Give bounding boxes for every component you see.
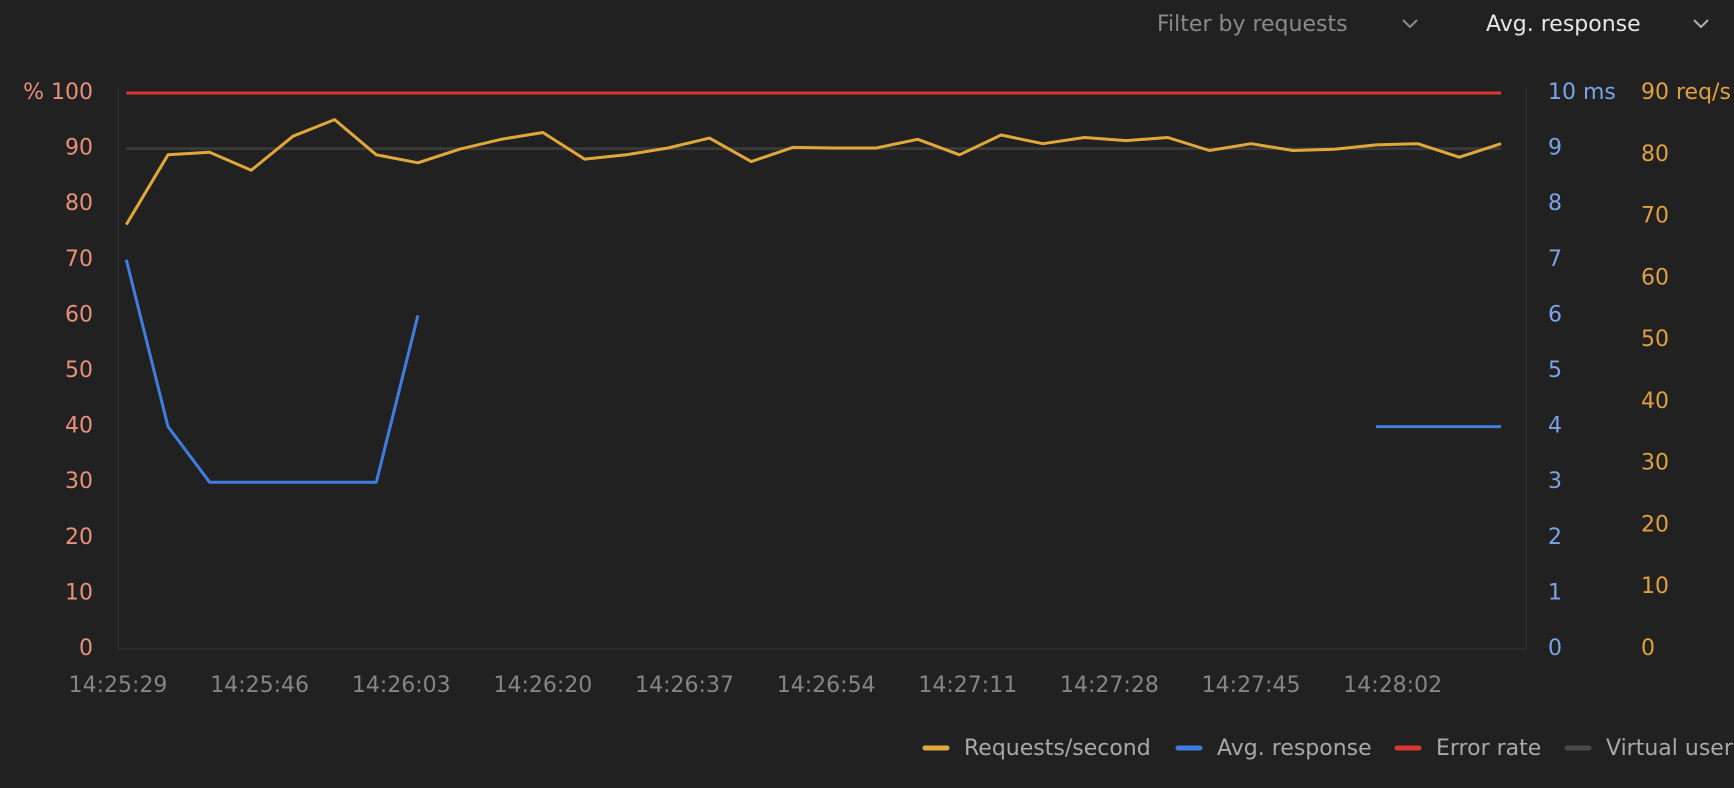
y3-tick-label: 20 — [1641, 512, 1669, 537]
y2-tick-label: 5 — [1548, 358, 1562, 383]
y2-tick-label: 1 — [1548, 580, 1562, 605]
x-tick-label: 14:26:03 — [352, 673, 451, 698]
chevron[interactable] — [1693, 19, 1709, 29]
y2-tick-label: 9 — [1548, 136, 1562, 161]
y-tick-label: 70 — [65, 247, 93, 272]
y2-tick-label: 8 — [1548, 191, 1562, 216]
x-tick-label: 14:27:11 — [918, 673, 1017, 698]
y-tick-label: 20 — [65, 525, 93, 550]
y-tick-label: 80 — [65, 191, 93, 216]
x-tick-label: 14:25:29 — [69, 673, 168, 698]
y3-tick-label: 0 — [1641, 636, 1655, 661]
y3-tick-label: 60 — [1641, 265, 1669, 290]
x-tick-label: 14:27:45 — [1202, 673, 1301, 698]
y-tick-label: % 100 — [23, 80, 93, 105]
legend-label: Error rate — [1436, 736, 1541, 761]
y-tick-label: 10 — [65, 580, 93, 605]
metric-dropdown[interactable]: Avg. response — [1486, 12, 1641, 37]
chevron[interactable] — [1402, 19, 1418, 29]
y-tick-label: 50 — [65, 358, 93, 383]
y-tick-label: 40 — [65, 414, 93, 439]
x-tick-label: 14:27:28 — [1060, 673, 1159, 698]
y2-tick-label: 6 — [1548, 302, 1562, 327]
y2-tick-label: 3 — [1548, 469, 1562, 494]
y3-tick-label: 80 — [1641, 142, 1669, 167]
x-tick-label: 14:28:02 — [1343, 673, 1442, 698]
y2-tick-label: 4 — [1548, 414, 1562, 439]
series-line — [124, 259, 1501, 484]
y-tick-label: 30 — [65, 469, 93, 494]
y2-tick-label: 7 — [1548, 247, 1562, 272]
y3-tick-label: 90 req/s — [1641, 80, 1731, 105]
x-tick-label: 14:25:46 — [210, 673, 309, 698]
filter-dropdown[interactable]: Filter by requests — [1157, 12, 1348, 37]
x-tick-label: 14:26:20 — [493, 673, 592, 698]
y2-tick-label: 10 ms — [1548, 80, 1616, 105]
legend-label: Requests/second — [964, 736, 1151, 761]
y3-tick-label: 40 — [1641, 389, 1669, 414]
y3-tick-label: 70 — [1641, 204, 1669, 229]
series-line — [125, 118, 1502, 226]
y3-tick-label: 10 — [1641, 574, 1669, 599]
x-tick-label: 14:26:37 — [635, 673, 734, 698]
y3-tick-label: 30 — [1641, 451, 1669, 476]
y-tick-label: 0 — [79, 636, 93, 661]
x-tick-label: 14:26:54 — [777, 673, 876, 698]
y3-tick-label: 50 — [1641, 327, 1669, 352]
y-tick-label: 60 — [65, 302, 93, 327]
legend-label: Avg. response — [1217, 736, 1372, 761]
legend-label: Virtual users — [1606, 736, 1734, 761]
y-tick-label: 90 — [65, 136, 93, 161]
y2-tick-label: 0 — [1548, 636, 1562, 661]
y2-tick-label: 2 — [1548, 525, 1562, 550]
